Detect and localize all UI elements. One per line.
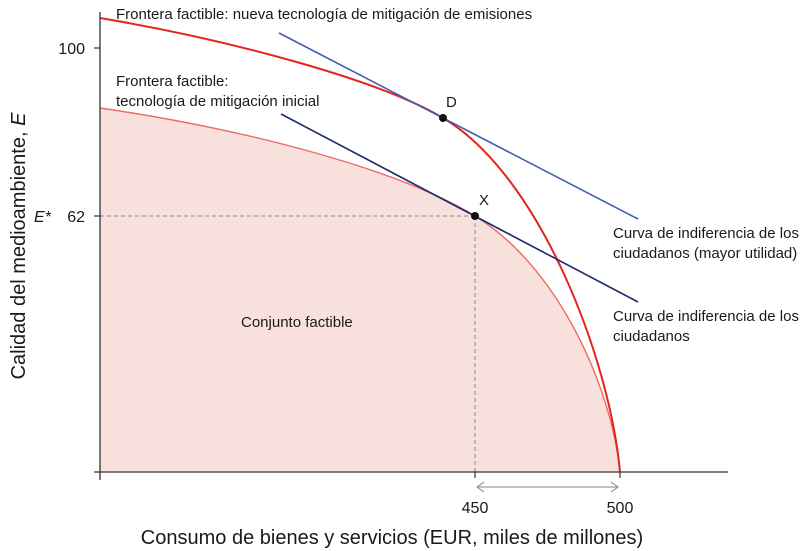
ic-high-label-line1: Curva de indiferencia de los bbox=[613, 225, 799, 242]
ic-low-label-line2: ciudadanos bbox=[613, 328, 690, 345]
new-frontier-label: Frontera factible: nueva tecnología de m… bbox=[116, 6, 532, 23]
point-d-marker bbox=[439, 114, 447, 122]
ic-low-label-line1: Curva de indiferencia de los bbox=[613, 308, 799, 325]
indifference-curve-high bbox=[278, 32, 639, 220]
indifference-curve-low bbox=[280, 113, 639, 303]
x-tick-label-500: 500 bbox=[607, 500, 634, 517]
y-axis-label-var: E bbox=[8, 112, 30, 126]
point-x-marker bbox=[471, 212, 479, 220]
x-tick-label-450: 450 bbox=[462, 500, 489, 517]
feasible-set-label: Conjunto factible bbox=[241, 314, 353, 331]
ic-high-label-line2: ciudadanos (mayor utilidad) bbox=[613, 245, 797, 262]
y-tick-label-100: 100 bbox=[58, 41, 85, 58]
consumption-gap-arrow bbox=[475, 481, 620, 493]
point-d-label: D bbox=[446, 94, 457, 111]
initial-frontier-label-line1: Frontera factible: bbox=[116, 73, 229, 90]
feasible-set-region bbox=[100, 108, 620, 472]
e-star-label: E* bbox=[34, 209, 52, 226]
x-axis-label: Consumo de bienes y servicios (EUR, mile… bbox=[141, 527, 643, 549]
point-x-label: X bbox=[479, 192, 489, 209]
y-axis-label-text: Calidad del medioambiente, bbox=[8, 126, 30, 380]
y-axis-label: Calidad del medioambiente, E bbox=[8, 112, 30, 380]
initial-frontier-label-line2: tecnología de mitigación inicial bbox=[116, 93, 319, 110]
y-tick-label-62: 62 bbox=[67, 209, 85, 226]
